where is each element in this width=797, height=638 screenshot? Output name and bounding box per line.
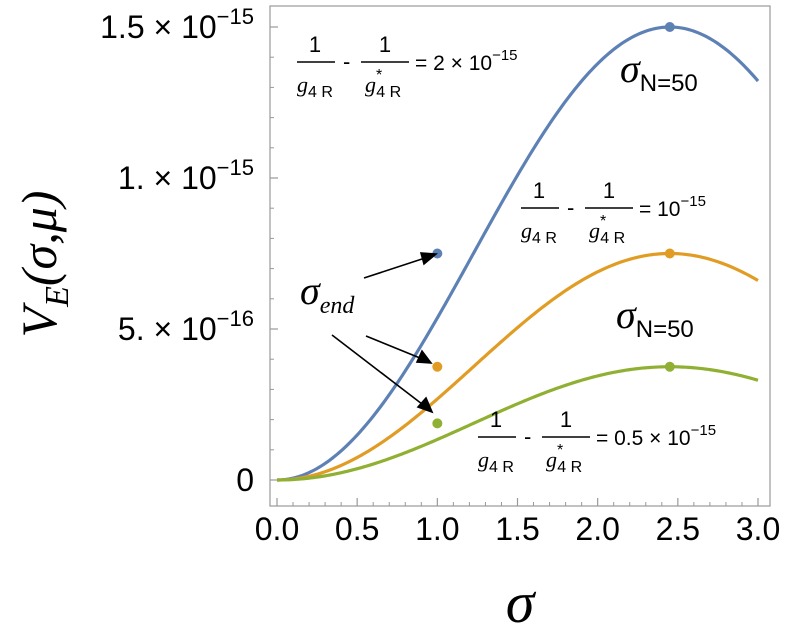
x-tick-label: 0.5 bbox=[335, 511, 379, 547]
x-tick-label: 1.5 bbox=[495, 511, 539, 547]
y-tick-label: 1.5 × 10−15 bbox=[100, 4, 254, 45]
svg-text:1: 1 bbox=[490, 407, 502, 432]
svg-text:g*4 R: g* 4 R bbox=[589, 213, 625, 247]
sigma-end-marker bbox=[432, 361, 443, 372]
svg-text:g4 R: g4 R bbox=[297, 72, 333, 101]
svg-text:g*4 R: g* 4 R bbox=[365, 67, 401, 101]
curves bbox=[276, 25, 760, 482]
annotation-orange: 1 g4 R - 1 g* 4 R = 10−15 bbox=[521, 178, 706, 247]
svg-text:1: 1 bbox=[309, 32, 321, 57]
axis-ticks: 0.0 0.5 1.0 1.5 2.0 2.5 3.0 0 5. × 10−16 1. × 10−… bbox=[100, 4, 780, 547]
series-line-2 bbox=[276, 365, 759, 482]
svg-text:= 0.5 × 10−15: = 0.5 × 10−15 bbox=[596, 422, 716, 450]
sigma-n50-marker bbox=[664, 22, 675, 32]
svg-text:g*4 R: g* 4 R bbox=[546, 442, 582, 476]
x-tick-label: 2.5 bbox=[656, 511, 700, 547]
svg-text:1: 1 bbox=[560, 407, 572, 432]
y-tick-label: 1. × 10−15 bbox=[118, 155, 254, 196]
svg-text:g4 R: g4 R bbox=[521, 218, 557, 247]
svg-text:-: - bbox=[343, 49, 350, 74]
sigma-end-marker bbox=[432, 418, 443, 429]
x-tick-label: 2.0 bbox=[575, 511, 619, 547]
x-tick-label: 3.0 bbox=[736, 511, 780, 547]
svg-text:g4 R: g4 R bbox=[478, 447, 514, 476]
series-line-0 bbox=[276, 25, 760, 482]
plot-frame bbox=[269, 5, 771, 507]
sigma-n50-mid-label: σN=50 bbox=[616, 292, 694, 343]
y-tick-label: 0 bbox=[236, 462, 254, 498]
y-tick-label: 5. × 10−16 bbox=[118, 306, 254, 347]
svg-text:1: 1 bbox=[533, 178, 545, 203]
svg-text:-: - bbox=[524, 424, 531, 449]
sigma-n50-marker bbox=[664, 248, 675, 259]
annotation-blue: 1 g4 R - 1 g* 4 R = 2 × 10−15 bbox=[297, 32, 518, 101]
svg-text:1: 1 bbox=[379, 32, 391, 57]
series-line-1 bbox=[276, 251, 759, 482]
sigma-n50-marker bbox=[664, 361, 675, 372]
svg-text:1: 1 bbox=[603, 178, 615, 203]
x-tick-label: 0.0 bbox=[255, 511, 299, 547]
x-axis-label: σ bbox=[506, 570, 537, 635]
svg-text:VE(σ,μ): VE(σ,μ) bbox=[11, 191, 76, 338]
sigma-end-arrows bbox=[331, 252, 439, 414]
sigma-end-label: σend bbox=[300, 268, 355, 319]
sigma-n50-top-label: σN=50 bbox=[620, 46, 698, 97]
y-axis-label: VE(σ,μ) bbox=[11, 191, 76, 338]
svg-text:= 2 × 10−15: = 2 × 10−15 bbox=[415, 47, 518, 75]
svg-text:= 10−15: = 10−15 bbox=[639, 193, 706, 221]
svg-text:-: - bbox=[567, 195, 574, 220]
annotation-green: 1 g4 R - 1 g* 4 R = 0.5 × 10−15 bbox=[478, 407, 716, 476]
x-tick-label: 1.0 bbox=[415, 511, 459, 547]
